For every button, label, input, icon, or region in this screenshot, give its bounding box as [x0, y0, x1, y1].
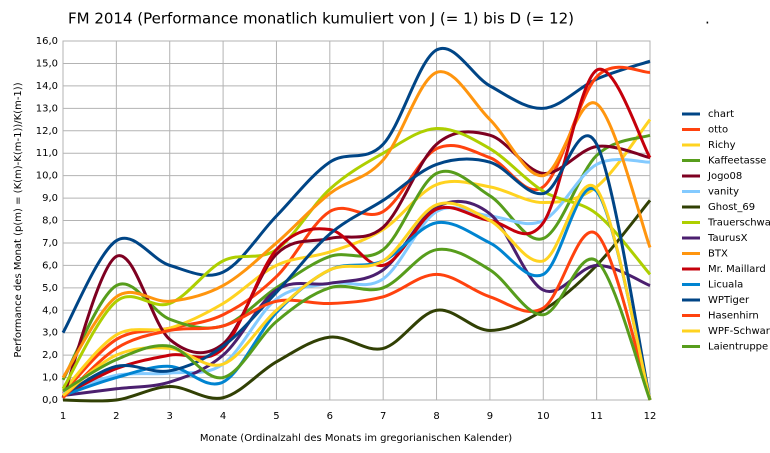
x-tick-label: 9: [487, 411, 493, 422]
x-tick-label: 10: [537, 411, 550, 422]
series-line: [62, 67, 652, 397]
y-tick-label: 13,0: [36, 103, 58, 114]
series-line: [61, 230, 652, 401]
x-tick-label: 1: [60, 411, 66, 422]
legend-label: TaurusX: [707, 233, 748, 244]
series-line: [61, 118, 652, 393]
x-tick-label: 12: [644, 411, 657, 422]
series-line: [62, 247, 652, 401]
y-tick-label: 2,0: [42, 350, 58, 361]
plot-border: [62, 40, 651, 401]
series-line: [61, 70, 652, 379]
legend-label: chart: [708, 109, 734, 120]
legend-label: Hasenhirn: [708, 311, 759, 322]
series-line: [62, 158, 651, 395]
legend-label: Mr. Maillard: [708, 264, 766, 275]
legend-label: Richy: [708, 140, 736, 151]
y-tick-label: 1,0: [42, 373, 58, 384]
legend-label: Jogo08: [707, 171, 742, 182]
y-tick-label: 14,0: [36, 81, 58, 92]
legend-label: Trauerschwan: [707, 218, 770, 229]
y-tick-label: 9,0: [42, 193, 58, 204]
legend-label: Kaffeetasse: [708, 156, 766, 167]
series-line: [61, 46, 651, 334]
series-line: [62, 184, 652, 401]
y-tick-label: 0,0: [42, 395, 58, 406]
series-line: [61, 130, 651, 399]
y-axis-label: Performance des Monat (p(m) = (K(m)-K(m-…: [13, 82, 24, 357]
y-tick-label: 12,0: [36, 126, 58, 137]
x-tick-label: 8: [433, 411, 439, 422]
legend-label: Laientruppe: [708, 342, 768, 353]
legend-label: Ghost_69: [708, 202, 755, 213]
series-line: [62, 199, 651, 398]
legend-label: Licuala: [708, 280, 743, 291]
y-tick-label: 5,0: [42, 283, 58, 294]
y-tick-label: 4,0: [42, 305, 58, 316]
series-line: [62, 134, 652, 401]
legend-label: vanity: [708, 187, 739, 198]
y-tick-label: 10,0: [36, 171, 58, 182]
series-line: [61, 133, 651, 381]
y-tick-label: 8,0: [42, 216, 58, 227]
legend-label: WPTiger: [708, 295, 750, 306]
legend-label: BTX: [708, 249, 728, 260]
y-tick-label: 16,0: [36, 36, 58, 47]
series-line: [61, 127, 652, 390]
y-tick-label: 6,0: [42, 260, 58, 271]
y-tick-label: 15,0: [36, 58, 58, 69]
y-tick-label: 11,0: [36, 148, 58, 159]
legend-label: otto: [708, 125, 728, 136]
x-tick-label: 5: [273, 411, 279, 422]
x-tick-label: 6: [327, 411, 333, 422]
y-tick-label: 3,0: [42, 328, 58, 339]
x-tick-label: 7: [380, 411, 386, 422]
legend-label: WPF-Schwarm: [708, 326, 770, 337]
chart-title: FM 2014 (Performance monatlich kumuliert…: [68, 10, 574, 28]
x-axis-label: Monate (Ordinalzahl des Monats im gregor…: [200, 433, 512, 444]
x-tick-label: 3: [167, 411, 173, 422]
y-tick-label: 7,0: [42, 238, 58, 249]
x-tick-label: 11: [590, 411, 603, 422]
x-tick-label: 4: [220, 411, 226, 422]
annotation: .: [705, 10, 710, 28]
x-tick-label: 2: [113, 411, 119, 422]
